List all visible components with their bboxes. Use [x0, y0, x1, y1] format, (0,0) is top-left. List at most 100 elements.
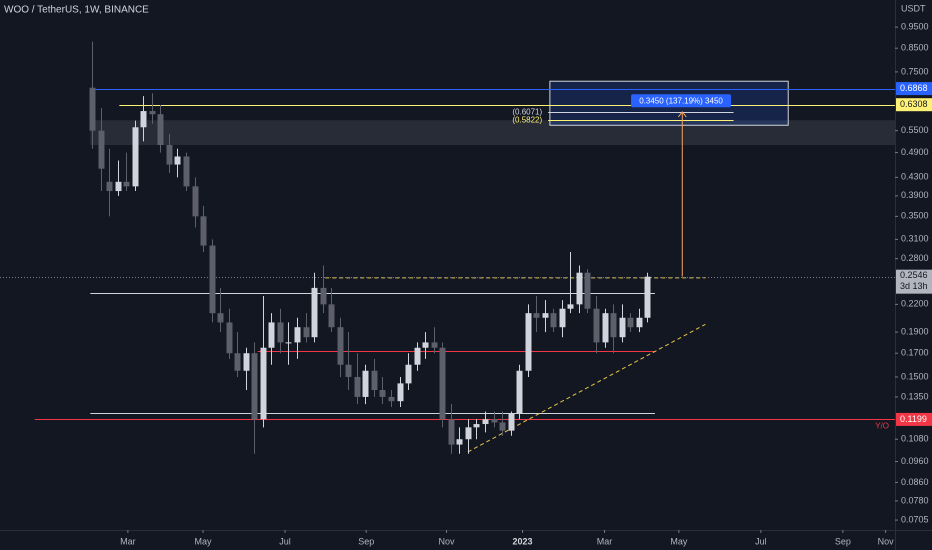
- candle-body: [132, 127, 139, 187]
- candle-body: [508, 413, 515, 431]
- candle-body: [627, 317, 634, 328]
- candle-body: [226, 322, 233, 354]
- candle-body: [268, 322, 275, 348]
- arrow-head: [677, 111, 687, 118]
- candle-body: [379, 390, 386, 397]
- candle-body: [644, 276, 651, 318]
- axis-unit: USDT: [901, 3, 926, 13]
- candle-body: [482, 419, 489, 425]
- y-tick-label: 0.1700: [901, 348, 929, 358]
- trendline: [467, 323, 706, 453]
- last-price-bg: [896, 269, 932, 294]
- candle-body: [610, 313, 617, 338]
- candle-body: [499, 422, 506, 431]
- x-tick-label: Sep: [358, 536, 374, 546]
- candle-body: [209, 245, 216, 314]
- price-label: 0.6868: [900, 83, 928, 93]
- y-tick-label: 0.0860: [901, 477, 929, 487]
- candle-body: [567, 304, 574, 309]
- candle-body: [362, 370, 369, 397]
- candle-body: [294, 327, 301, 343]
- candle-body: [166, 145, 173, 165]
- y-tick-label: 0.0960: [901, 456, 929, 466]
- candle-body: [593, 308, 600, 343]
- candle-body: [439, 347, 446, 420]
- candle-body: [371, 370, 378, 391]
- candle-body: [388, 396, 395, 402]
- y-tick-label: 0.1350: [901, 391, 929, 401]
- y-tick-label: 0.3900: [901, 190, 929, 200]
- candle-body: [465, 427, 472, 440]
- y-tick-label: 0.8500: [901, 43, 929, 53]
- y-tick-label: 0.1080: [901, 434, 929, 444]
- candle-body: [354, 376, 361, 397]
- price-label-bg: [896, 98, 932, 112]
- price-label: 0.6308: [900, 99, 928, 109]
- candle-body: [448, 419, 455, 445]
- candle-body: [602, 313, 609, 343]
- candle-body: [174, 156, 181, 165]
- candle-body: [183, 156, 190, 187]
- candle-body: [217, 313, 224, 323]
- x-tick-label: Nov: [439, 536, 456, 546]
- y-tick-label: 0.4300: [901, 172, 929, 182]
- price-label-bg: [896, 412, 932, 426]
- candle-body: [516, 370, 523, 414]
- chart-title: WOO / TetherUS, 1W, BINANCE: [4, 5, 149, 16]
- candle-body: [405, 364, 412, 384]
- y-tick-label: 0.7500: [901, 66, 929, 76]
- last-price-label: 0.2546: [900, 270, 928, 280]
- candle-body: [157, 114, 164, 146]
- y-tick-label: 0.4900: [901, 147, 929, 157]
- y-tick-label: 0.3100: [901, 234, 929, 244]
- candle-body: [456, 439, 463, 445]
- candle-body: [337, 327, 344, 365]
- candle-body: [533, 313, 540, 318]
- zone: [90, 120, 896, 146]
- y-tick-label: 0.1500: [901, 371, 929, 381]
- candle-body: [98, 130, 105, 169]
- candle-body: [414, 347, 421, 365]
- candle-body: [89, 87, 96, 131]
- candle-body: [550, 313, 557, 328]
- x-tick-label: 2023: [513, 536, 533, 546]
- y-tick-label: 0.2200: [901, 299, 929, 309]
- measure-label-bg: [631, 94, 732, 108]
- price-label: 0.1199: [900, 414, 927, 424]
- candle-body: [473, 424, 480, 428]
- candle-body: [559, 308, 566, 328]
- candle-body: [192, 186, 199, 217]
- candle-body: [431, 342, 438, 348]
- measure-label: 0.3450 (137.19%) 3450: [639, 96, 723, 105]
- candle-body: [422, 342, 429, 348]
- candle-body: [584, 272, 591, 309]
- candle-body: [277, 322, 284, 343]
- candle-body: [345, 364, 352, 377]
- candle-body: [311, 287, 318, 338]
- price-label-bg: [896, 82, 932, 96]
- target-label: (0.6071): [512, 108, 542, 117]
- candle-body: [200, 216, 207, 246]
- level-note: Y/O: [875, 422, 889, 431]
- y-tick-label: 0.0780: [901, 495, 929, 505]
- candle-body: [397, 383, 404, 402]
- candle-body: [619, 317, 626, 338]
- y-tick-label: 0.0705: [901, 514, 929, 524]
- x-tick-label: Jul: [755, 536, 767, 546]
- x-tick-label: Sep: [835, 536, 851, 546]
- y-tick-label: 0.1900: [901, 327, 929, 337]
- candle-body: [115, 181, 122, 192]
- x-tick-label: Jul: [279, 536, 291, 546]
- x-tick-label: Mar: [597, 536, 613, 546]
- candle-body: [525, 313, 532, 371]
- candle-body: [285, 342, 292, 344]
- candle-body: [234, 353, 241, 371]
- candle-body: [320, 287, 327, 305]
- candle-body: [491, 419, 498, 423]
- x-tick-label: Nov: [878, 536, 895, 546]
- candle-body: [106, 181, 113, 192]
- x-tick-label: May: [195, 536, 213, 546]
